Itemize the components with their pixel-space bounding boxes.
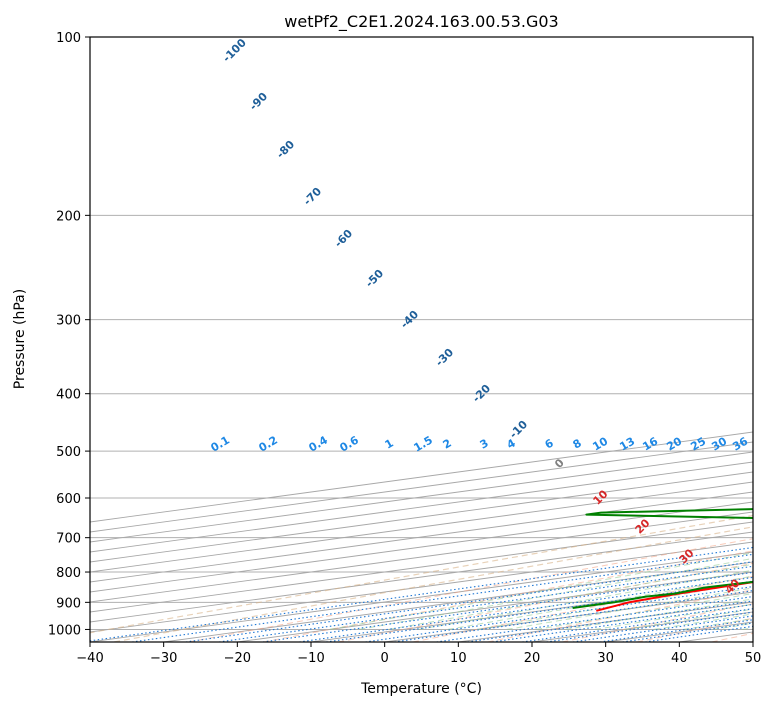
dry-adiabat-label: -60 — [332, 227, 355, 250]
dry-adiabat-label: -40 — [398, 308, 421, 331]
dry-adiabat-line — [114, 37, 775, 642]
plot-frame — [90, 37, 753, 642]
isotherm-grid — [0, 37, 775, 642]
moist-adiabat-line — [418, 105, 775, 630]
mixing-ratio-line — [492, 451, 775, 642]
y-tick-label: 800 — [56, 566, 81, 581]
moist-adiabat-line — [595, 37, 775, 629]
moist-adiabat-line — [448, 84, 775, 630]
moist-adiabat-line — [389, 114, 775, 629]
y-tick-label: 300 — [56, 314, 81, 329]
axes: −40 −30 −20 −10 0 10 20 30 40 50 100 200 300 400 500 60… — [48, 31, 761, 666]
moist-adiabat-label: 10 — [591, 487, 611, 507]
mixing-ratio-line — [546, 451, 775, 642]
dry-adiabat-line — [562, 37, 775, 642]
mixing-ratio-label: 6 — [543, 436, 556, 451]
isotherm-line — [0, 37, 775, 642]
moist-adiabat-line — [742, 37, 775, 629]
y-tick-label: 100 — [56, 31, 81, 46]
x-tick-label: 10 — [450, 651, 467, 666]
isotherm-line — [385, 37, 775, 642]
mixing-ratio-label: 2 — [441, 437, 454, 452]
y-tick-label: 400 — [56, 388, 81, 403]
y-tick-label: 700 — [56, 532, 81, 547]
moist-adiabat-label: 20 — [633, 516, 653, 536]
dry-adiabat-label: -70 — [301, 185, 324, 208]
x-tick-label: −20 — [224, 651, 251, 666]
moist-adiabat-line — [683, 37, 775, 629]
y-tick-label: 900 — [56, 596, 81, 611]
mixing-ratio-label: 8 — [571, 437, 584, 452]
dry-adiabat-line — [488, 37, 775, 642]
isotherm-line — [753, 37, 775, 642]
x-tick-label: −30 — [150, 651, 177, 666]
dry-adiabat-label: -20 — [470, 382, 493, 405]
mixing-ratio-label: 3 — [478, 437, 491, 452]
x-tick-label: 0 — [381, 651, 389, 666]
isotherm-line — [90, 37, 775, 642]
chart-title: wetPf2_C2E1.2024.163.00.53.G03 — [284, 12, 558, 32]
y-tick-label: 1000 — [48, 623, 81, 638]
dry-adiabat-label: -90 — [247, 90, 270, 113]
mixing-ratio-label: 1 — [383, 437, 396, 452]
moist-adiabat-line — [477, 62, 775, 630]
dry-adiabat-line — [39, 37, 775, 642]
sounding-line — [596, 37, 775, 611]
x-tick-label: 30 — [597, 651, 614, 666]
moist-adiabat-line — [654, 37, 775, 629]
y-tick-label: 500 — [56, 445, 81, 460]
isotherm-line — [532, 37, 775, 642]
moist-adiabat-line — [330, 150, 775, 630]
x-tick-label: 40 — [671, 651, 688, 666]
moist-adiabat-line — [359, 133, 775, 630]
isotherm-line — [679, 37, 775, 642]
x-axis-label: Temperature (°C) — [360, 681, 482, 697]
dry-adiabat-line — [712, 37, 775, 642]
dry-adiabat-label: -80 — [274, 138, 297, 161]
dry-adiabats — [39, 37, 775, 642]
dry-adiabat-label: -50 — [363, 267, 386, 290]
moist-adiabat-line — [507, 37, 775, 629]
x-tick-label: −40 — [76, 651, 103, 666]
y-tick-label: 600 — [56, 492, 81, 507]
x-tick-label: −10 — [297, 651, 324, 666]
x-tick-label: 20 — [524, 651, 541, 666]
dry-adiabat-line — [264, 37, 775, 642]
isotherm-line — [311, 37, 775, 642]
dry-adiabat-line — [413, 37, 775, 642]
x-tick-label: 50 — [745, 651, 762, 666]
dry-adiabat-line — [637, 37, 775, 642]
sounding-series — [573, 37, 775, 611]
moist-adiabat-line — [536, 37, 775, 629]
isotherm-line — [16, 37, 775, 642]
y-axis-label: Pressure (hPa) — [12, 289, 28, 389]
dry-adiabat-label: -30 — [433, 346, 456, 369]
isobar-grid — [90, 37, 753, 629]
y-tick-label: 200 — [56, 209, 81, 224]
dry-adiabat-label: -100 — [220, 36, 249, 65]
dry-adiabat-line — [338, 37, 775, 642]
